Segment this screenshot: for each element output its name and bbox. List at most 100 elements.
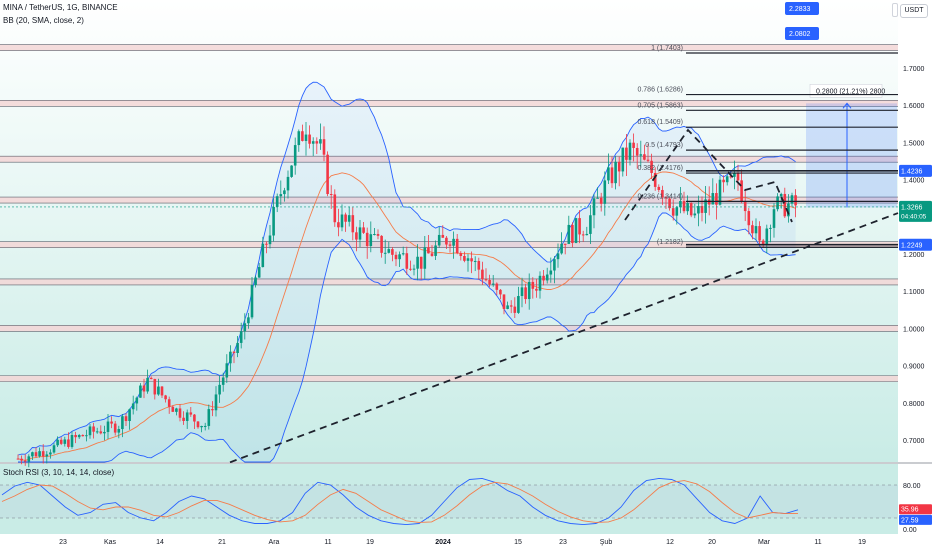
candle-body-21 [92,426,95,432]
candle-body-154 [571,224,574,243]
candle-body-34 [139,385,142,398]
candle-body-106 [398,254,401,260]
candle-body-133 [495,283,499,290]
candle-body-209 [769,227,772,229]
candle-body-178 [657,186,661,190]
candle-body-108 [405,253,409,269]
zone-0 [0,44,898,51]
candle-body-62 [239,331,243,343]
candle-body-121 [452,238,455,246]
candle-body-92 [347,215,351,222]
candle-body-84 [319,139,322,144]
candle-body-12 [59,439,63,444]
candle-body-188 [693,213,697,216]
candle-body-95 [358,227,362,240]
currency-unit-button[interactable]: USDT [900,4,928,18]
candle-body-131 [488,279,491,285]
zone-6 [0,325,898,332]
candle-body-59 [229,351,232,364]
measure-arrow-head-icon [842,102,852,109]
candle-body-183 [675,207,679,216]
candle-body-109 [409,268,412,270]
candle-body-68 [261,243,265,268]
measure-label: 0.2800 (21.21%) 2800 [816,88,885,95]
candle-body-31 [128,409,131,422]
candle-body-152 [563,243,567,245]
current-price-tag-bg [899,200,932,222]
candle-body-9 [49,452,52,455]
candle-body-149 [553,259,556,271]
candle-body-135 [502,294,506,309]
candle-body-140 [520,287,524,297]
zone-3 [0,197,898,204]
candle-body-111 [416,256,419,269]
candle-body-129 [481,269,484,280]
candle-body-36 [146,377,149,392]
candle-body-83 [315,141,319,144]
bollinger-basis [17,171,796,461]
candle-body-213 [783,193,787,217]
candle-body-105 [394,254,398,260]
candle-body-4 [31,452,34,457]
candle-body-101 [380,235,383,253]
candle-body-191 [704,199,707,213]
candle-body-87 [329,194,333,196]
candle-body-127 [473,260,477,262]
candle-body-33 [135,397,139,404]
candle-body-93 [351,215,355,233]
candle-body-120 [448,244,452,246]
candle-body-29 [121,416,124,430]
time-tick-0: 23 [59,539,67,546]
bollinger-legend[interactable]: BB (20, SMA, close, 2) [3,16,84,25]
candle-body-150 [556,253,560,260]
candle-body-55 [214,394,218,411]
candle-body-124 [463,256,466,261]
candle-body-13 [63,439,67,444]
price-tick-8: 0.9000 [903,364,925,371]
candle-body-75 [286,176,290,191]
candle-body-41 [164,395,167,400]
candle-body-114 [427,247,430,254]
candle-body-161 [596,197,599,199]
pattern-trendline [624,128,793,223]
candle-body-14 [67,439,70,447]
time-tick-15: 19 [858,539,866,546]
candle-body-205 [754,226,758,234]
stoch-rsi-legend[interactable]: Stoch RSI (3, 10, 14, 14, close) [3,468,115,477]
candle-body-26 [110,421,113,424]
candle-body-189 [697,206,700,214]
candle-body-202 [743,201,747,212]
collapse-toggle-icon[interactable] [892,3,898,17]
upper-blue-label: 2.0802 [789,31,811,38]
candle-body-168 [621,147,625,172]
candle-body-65 [250,284,254,318]
candle-body-96 [362,227,365,233]
rsi-d-tag: 27.59 [901,517,919,524]
candle-body-166 [614,161,617,184]
candle-body-203 [747,211,751,226]
candle-body-64 [247,317,250,324]
candle-body-8 [45,454,49,457]
candle-body-155 [574,218,578,243]
candle-body-176 [650,160,653,173]
candle-body-38 [153,378,157,395]
price-tick-1: 1.6000 [903,103,925,110]
candle-body-199 [733,173,736,177]
candle-body-72 [275,196,279,207]
candle-body-37 [149,377,153,379]
candle-body-80 [304,134,308,141]
fib-label-7: (1.2182) [657,239,683,246]
candle-body-81 [308,134,311,144]
price-tick-10: 0.7000 [903,438,925,445]
time-tick-14: 11 [814,539,821,546]
candle-body-173 [639,154,643,156]
candle-body-19 [85,435,88,437]
symbol-legend[interactable]: MINA / TetherUS, 1G, BINANCE [3,3,118,12]
resistance-price-tag: 1.4236 [901,168,923,175]
candle-body-197 [725,176,729,183]
price-axis [898,0,932,550]
candle-body-20 [88,426,92,436]
candle-body-193 [711,193,715,205]
rsi-k-tag: 35.96 [901,507,919,514]
